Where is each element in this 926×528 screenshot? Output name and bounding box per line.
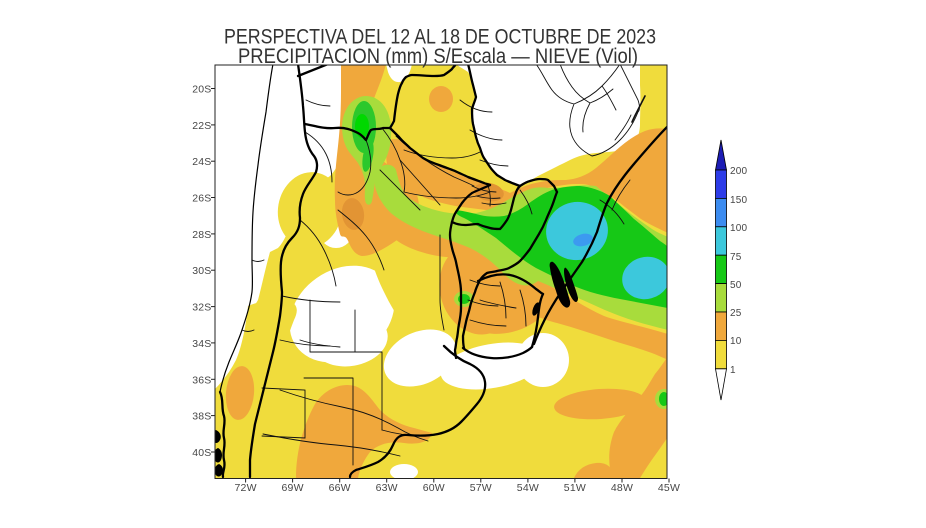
svg-text:50: 50 [730,280,742,291]
svg-text:28S: 28S [192,229,211,241]
svg-text:63W: 63W [376,482,398,494]
svg-text:69W: 69W [281,482,303,494]
svg-text:30S: 30S [192,265,211,277]
svg-text:66W: 66W [329,482,351,494]
svg-text:75: 75 [730,252,742,263]
svg-text:57W: 57W [470,482,492,494]
svg-text:51W: 51W [564,482,586,494]
svg-text:48W: 48W [611,482,633,494]
svg-text:PRECIPITACION (mm) S/Escala —: PRECIPITACION (mm) S/Escala — NIEVE (Vio… [238,45,638,68]
svg-text:26S: 26S [192,193,211,205]
svg-text:24S: 24S [192,156,211,168]
svg-text:60W: 60W [423,482,445,494]
svg-text:1: 1 [730,365,736,376]
svg-text:20S: 20S [192,84,211,96]
svg-text:200: 200 [730,166,748,177]
svg-text:25: 25 [730,308,742,319]
svg-text:PERSPECTIVA DEL 12 AL 18 DE OC: PERSPECTIVA DEL 12 AL 18 DE OCTUBRE DE 2… [224,26,656,49]
svg-text:36S: 36S [192,374,211,386]
svg-text:10: 10 [730,336,742,347]
svg-text:54W: 54W [517,482,539,494]
svg-text:22S: 22S [192,120,211,132]
svg-text:45W: 45W [658,482,680,494]
svg-text:38S: 38S [192,411,211,423]
svg-text:72W: 72W [234,482,256,494]
svg-text:150: 150 [730,195,748,206]
svg-text:100: 100 [730,223,748,234]
svg-text:34S: 34S [192,338,211,350]
svg-text:40S: 40S [192,447,211,459]
svg-text:32S: 32S [192,302,211,314]
